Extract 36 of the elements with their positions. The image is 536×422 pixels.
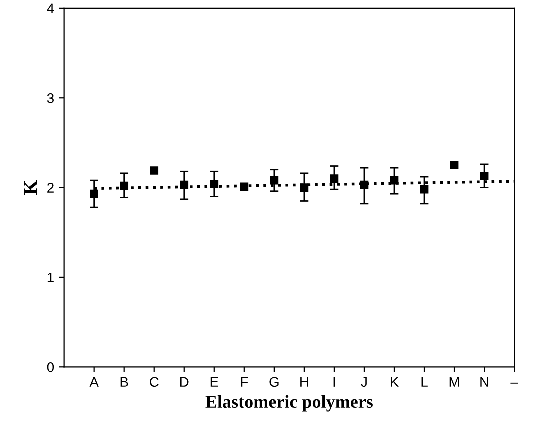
x-tick-label: C <box>150 377 159 388</box>
point <box>450 161 459 170</box>
y-tick-label: 4 <box>47 4 54 14</box>
x-tick-label: H <box>300 377 308 387</box>
y-tick-label: 0 <box>47 362 54 372</box>
point <box>120 182 129 190</box>
y-tick-label: 2 <box>48 183 54 193</box>
y-tick-label: 3 <box>47 93 54 104</box>
x-tick-label: B <box>120 377 128 387</box>
point <box>330 174 339 183</box>
point <box>300 184 309 192</box>
x-tick-label: A <box>90 377 99 387</box>
x-tick-label: G <box>270 377 279 388</box>
point <box>180 180 189 190</box>
y-axis-title: K <box>24 180 38 196</box>
x-tick-label: – <box>510 382 518 384</box>
point <box>360 180 369 190</box>
x-tick-label: F <box>241 377 248 387</box>
x-tick-label: D <box>180 377 189 387</box>
x-tick-label: L <box>422 377 428 387</box>
point <box>480 172 489 180</box>
y-tick-label: 1 <box>48 272 54 282</box>
point <box>390 176 399 185</box>
point <box>420 185 429 194</box>
x-axis-title: Elastomeric polymers <box>206 395 373 412</box>
x-tick-label: J <box>361 377 367 388</box>
point <box>210 180 219 188</box>
x-tick-label: I <box>334 377 336 387</box>
x-tick-label: E <box>210 377 218 387</box>
point <box>240 182 249 192</box>
x-tick-label: K <box>391 377 399 387</box>
x-tick-label: M <box>450 377 460 387</box>
point <box>90 190 99 198</box>
x-tick-label: N <box>480 377 488 387</box>
point <box>270 176 279 185</box>
point <box>150 166 159 175</box>
